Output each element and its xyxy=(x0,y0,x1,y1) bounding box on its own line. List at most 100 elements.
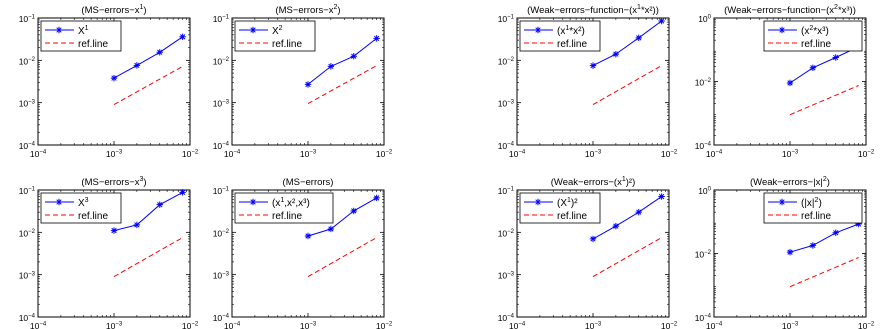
data-point-marker xyxy=(786,79,794,87)
y-tick-label: 10−3 xyxy=(498,271,515,281)
data-point-marker xyxy=(832,229,839,236)
legend: X1 ref.line xyxy=(40,20,122,52)
y-tick-label: 10−2 xyxy=(213,56,230,66)
x-tick-label: 10−2 xyxy=(376,321,393,329)
x-tick-label: 10−2 xyxy=(661,321,678,329)
chart-panel-1: 10−4 10−3 10−2 10−4 10−3 10−2 10−1 (MS−errors−x… xyxy=(19,4,199,159)
legend: (x1*x²) ref.line xyxy=(519,20,601,52)
series-line-1 xyxy=(592,20,662,67)
data-point-marker xyxy=(156,201,163,208)
series-line-2 xyxy=(789,257,859,288)
series-line-2 xyxy=(307,65,377,105)
y-tick-label: 10−2 xyxy=(19,228,36,238)
y-tick-label: 100 xyxy=(698,14,711,24)
data-point-marker xyxy=(179,33,186,40)
y-tick-label: 10−3 xyxy=(19,99,36,109)
y-tick-label: 10−4 xyxy=(19,141,36,151)
y-tick-label: 10−4 xyxy=(19,313,36,323)
legend-label: (|x|2) xyxy=(801,197,822,209)
y-tick-label: 10−3 xyxy=(498,99,515,109)
data-point-marker xyxy=(612,222,620,230)
series-line-2 xyxy=(113,237,183,278)
data-point-marker xyxy=(327,225,335,233)
data-point-marker xyxy=(156,49,163,56)
x-tick-label: 10−4 xyxy=(224,321,241,329)
y-tick-label: 10−3 xyxy=(213,271,230,281)
data-point-marker xyxy=(304,81,312,88)
data-point-marker xyxy=(612,50,620,58)
legend-label: (X1)² xyxy=(557,197,578,209)
y-tick-label: 10−1 xyxy=(19,14,36,24)
series-line-1 xyxy=(789,223,859,253)
series-line-1 xyxy=(307,197,377,237)
data-point-marker xyxy=(658,193,665,200)
legend-marker xyxy=(534,26,542,34)
data-point-marker xyxy=(350,207,357,215)
x-tick-label: 10−4 xyxy=(224,149,241,159)
y-tick-label: 10−4 xyxy=(695,313,712,323)
data-point-marker xyxy=(179,189,186,196)
legend-label: ref.line xyxy=(801,211,831,222)
chart-panel-8: 10−4 10−3 10−2 10−4 10−2 100 (Weak−errors−|x|2… xyxy=(695,176,875,329)
data-point-marker xyxy=(832,54,839,61)
data-point-marker xyxy=(809,64,817,72)
data-point-marker xyxy=(350,53,357,60)
y-tick-label: 10−2 xyxy=(213,228,230,238)
legend-label: ref.line xyxy=(272,211,302,222)
legend-marker xyxy=(55,198,63,206)
series-line-2 xyxy=(307,237,377,278)
legend: X2 ref.line xyxy=(234,20,316,52)
x-tick-label: 10−4 xyxy=(30,321,47,329)
x-tick-label: 10−2 xyxy=(376,149,393,159)
data-point-marker xyxy=(110,227,118,234)
x-tick-label: 10−2 xyxy=(661,149,678,159)
legend-label: ref.line xyxy=(78,39,108,50)
y-tick-label: 10−4 xyxy=(213,141,230,151)
x-tick-label: 10−4 xyxy=(30,149,47,159)
x-tick-label: 10−3 xyxy=(106,149,123,159)
chart-title: (Weak−errors−function−(x1*x²)) xyxy=(527,4,659,16)
legend-label: ref.line xyxy=(801,39,831,50)
legend-box xyxy=(234,192,334,224)
legend-label: ref.line xyxy=(78,211,108,222)
y-tick-label: 10−1 xyxy=(498,186,515,196)
legend-box xyxy=(40,20,122,52)
data-point-marker xyxy=(110,74,118,82)
x-tick-label: 10−4 xyxy=(509,321,526,329)
legend-label: (x1*x²) xyxy=(557,25,585,37)
series-line-2 xyxy=(113,65,183,106)
legend-label: X2 xyxy=(272,25,283,37)
y-tick-label: 10−2 xyxy=(19,56,36,66)
data-point-marker xyxy=(658,17,665,25)
x-tick-label: 10−2 xyxy=(182,321,199,329)
legend-marker xyxy=(778,198,786,206)
data-point-marker xyxy=(133,62,141,69)
series-line-1 xyxy=(113,36,183,79)
series-line-2 xyxy=(789,85,859,116)
chart-title: (Weak−errors−function−(x2*x³)) xyxy=(724,4,856,16)
y-tick-label: 10−4 xyxy=(695,141,712,151)
legend-label: (x2*x³) xyxy=(801,25,829,37)
y-tick-label: 10−4 xyxy=(498,141,515,151)
chart-title: (MS−errors−x3) xyxy=(81,176,146,188)
legend-label: ref.line xyxy=(272,39,302,50)
y-tick-label: 10−2 xyxy=(695,250,712,260)
chart-title: (MS−errors−x1) xyxy=(81,4,146,16)
series-line-1 xyxy=(113,191,183,232)
y-tick-label: 10−3 xyxy=(213,99,230,109)
legend-label: X3 xyxy=(78,197,89,209)
legend-box xyxy=(763,192,863,224)
y-tick-label: 10−3 xyxy=(19,271,36,281)
chart-panel-2: 10−4 10−3 10−2 10−4 10−3 10−2 10−1 (MS−errors−x… xyxy=(213,4,393,159)
y-tick-label: 10−4 xyxy=(213,313,230,323)
legend: (|x|2) ref.line xyxy=(763,192,863,224)
x-tick-label: 10−3 xyxy=(106,321,123,329)
data-point-marker xyxy=(786,248,794,256)
legend-label: (x1,x²,x³) xyxy=(272,197,310,209)
data-point-marker xyxy=(304,232,312,240)
y-tick-label: 100 xyxy=(698,186,711,196)
x-tick-label: 10−3 xyxy=(782,321,799,329)
legend-box xyxy=(519,192,601,224)
legend: (X1)² ref.line xyxy=(519,192,601,224)
x-tick-label: 10−4 xyxy=(509,149,526,159)
